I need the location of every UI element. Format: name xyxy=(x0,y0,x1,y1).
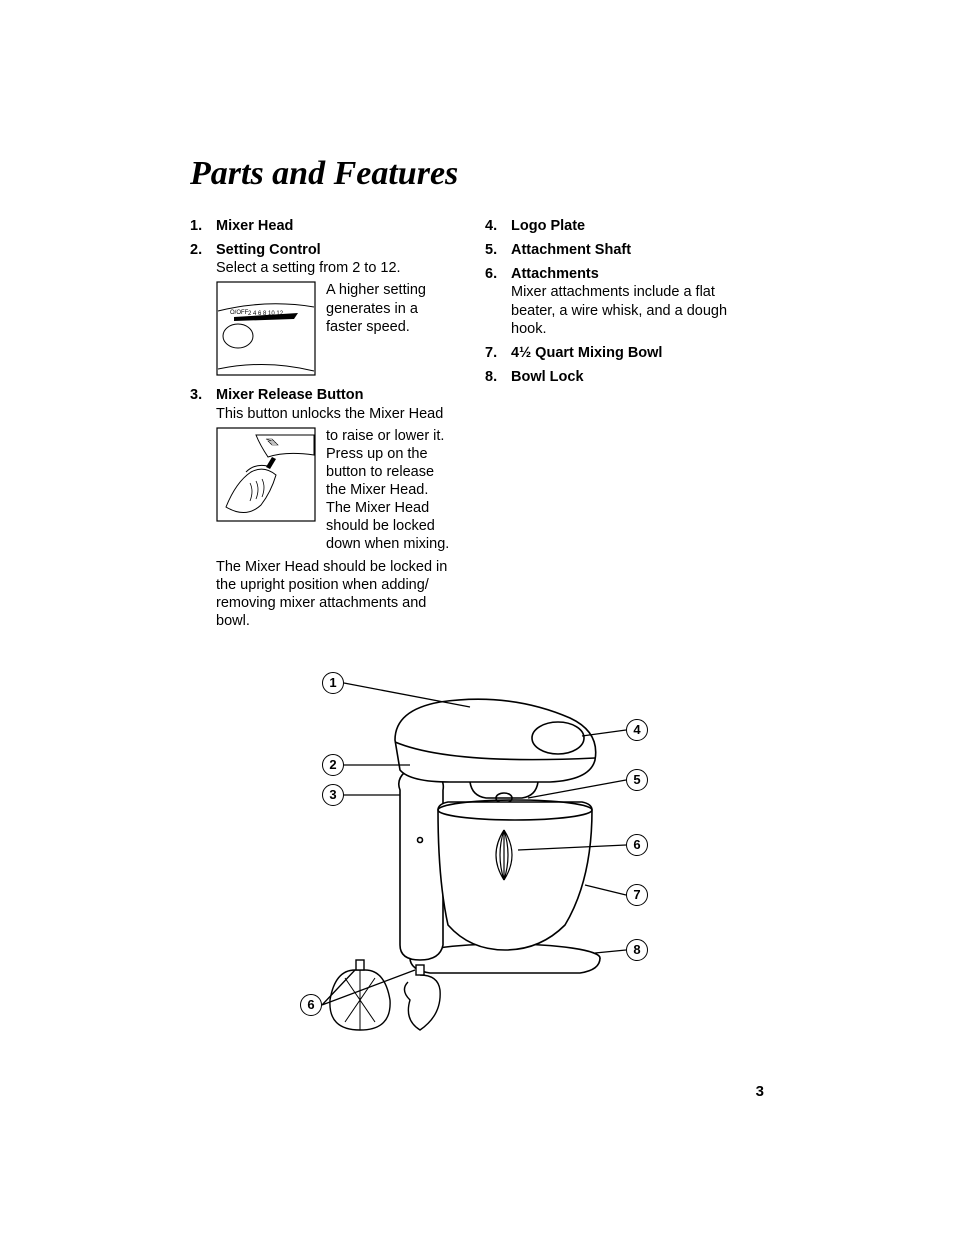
callout-2: 2 xyxy=(322,754,344,776)
page-content: Parts and Features 1. Mixer Head 2. Sett… xyxy=(190,155,770,636)
callout-4: 4 xyxy=(626,719,648,741)
mixer-svg xyxy=(300,670,670,1050)
item-desc: Select a setting from 2 to 12. xyxy=(216,259,455,277)
item-mixer-release-button: 3. Mixer Release Button This button unlo… xyxy=(190,386,455,630)
item-number: 6. xyxy=(485,265,497,283)
callout-1: 1 xyxy=(322,672,344,694)
item-number: 1. xyxy=(190,217,202,235)
callout-8: 8 xyxy=(626,939,648,961)
item-label: Mixer Head xyxy=(216,218,293,234)
callout-3: 3 xyxy=(322,784,344,806)
item-label: Mixer Release Button xyxy=(216,387,363,403)
item-attachment-shaft: 5. Attachment Shaft xyxy=(485,241,750,259)
callout-6b: 6 xyxy=(300,994,322,1016)
item-desc-bottom: The Mixer Head should be locked in the u… xyxy=(216,558,455,631)
item-mixing-bowl: 7. 4½ Quart Mixing Bowl xyxy=(485,344,750,362)
item-label: Setting Control xyxy=(216,242,321,258)
item-logo-plate: 4. Logo Plate xyxy=(485,217,750,235)
right-column: 4. Logo Plate 5. Attachment Shaft 6. Att… xyxy=(485,217,750,636)
two-column-layout: 1. Mixer Head 2. Setting Control Select … xyxy=(190,217,770,636)
item-number: 8. xyxy=(485,368,497,386)
item-desc: This button unlocks the Mixer Head xyxy=(216,405,455,423)
item-attachments: 6. Attachments Mixer attachments include… xyxy=(485,265,750,338)
item-number: 4. xyxy=(485,217,497,235)
item-label: Bowl Lock xyxy=(511,369,584,385)
left-column: 1. Mixer Head 2. Setting Control Select … xyxy=(190,217,455,636)
item-label: 4½ Quart Mixing Bowl xyxy=(511,345,662,361)
item-label: Attachment Shaft xyxy=(511,242,631,258)
setting-dial-illustration: O/OFF 2 4 6 8 10 12 xyxy=(216,281,316,376)
setting-control-inset: O/OFF 2 4 6 8 10 12 A higher setting gen… xyxy=(216,281,455,376)
item-number: 5. xyxy=(485,241,497,259)
release-button-inset: to raise or lower it. Press up on the bu… xyxy=(216,427,455,554)
page-title: Parts and Features xyxy=(190,155,770,193)
release-button-illustration xyxy=(216,427,316,522)
inset-text: A higher setting generates in a faster s… xyxy=(326,281,455,335)
dial-off-label: O/OFF xyxy=(230,310,249,316)
item-label: Logo Plate xyxy=(511,218,585,234)
item-setting-control: 2. Setting Control Select a setting from… xyxy=(190,241,455,376)
callout-6: 6 xyxy=(626,834,648,856)
callout-5: 5 xyxy=(626,769,648,791)
item-desc: Mixer attachments include a flat beater,… xyxy=(511,283,750,337)
callout-7: 7 xyxy=(626,884,648,906)
item-number: 7. xyxy=(485,344,497,362)
item-label: Attachments xyxy=(511,266,599,282)
item-number: 3. xyxy=(190,386,202,404)
page-number: 3 xyxy=(756,1083,764,1100)
item-mixer-head: 1. Mixer Head xyxy=(190,217,455,235)
item-bowl-lock: 8. Bowl Lock xyxy=(485,368,750,386)
item-number: 2. xyxy=(190,241,202,259)
mixer-diagram: 1 2 3 4 5 6 7 8 6 xyxy=(300,670,670,1050)
inset-text: to raise or lower it. Press up on the bu… xyxy=(326,427,455,554)
